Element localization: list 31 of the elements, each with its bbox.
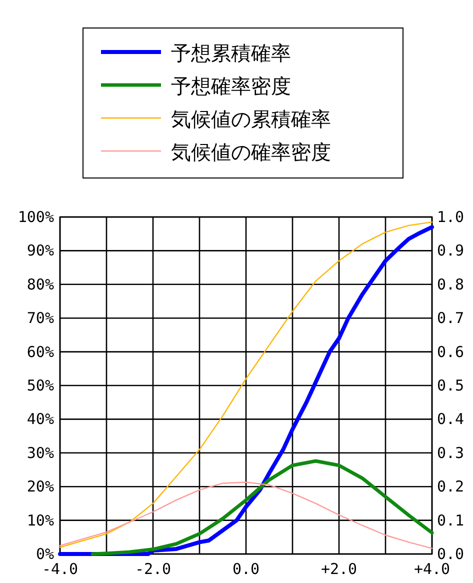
y2-tick-label: 0.7 [437, 309, 464, 328]
y2-tick-label: 0.4 [437, 410, 464, 428]
x-tick-label: 0.0 [232, 560, 260, 578]
y2-tick-label: 0.9 [437, 242, 464, 260]
x-tick-label: -4.0 [42, 560, 78, 578]
y-tick-label: 0% [36, 545, 54, 563]
y-tick-label: 40% [26, 410, 54, 428]
y-tick-label: 30% [26, 444, 54, 462]
y2-tick-label: 0.8 [437, 275, 464, 294]
y-tick-label: 100% [18, 208, 54, 226]
y-tick-label: 70% [26, 309, 54, 328]
y2-tick-label: 0.3 [437, 444, 464, 462]
legend-label: 予想累積確率 [171, 41, 291, 65]
x-tick-label: -2.0 [134, 560, 172, 578]
y-tick-label: 20% [26, 478, 54, 496]
x-tick-label: +2.0 [320, 560, 358, 578]
legend-label: 予想確率密度 [171, 74, 291, 98]
y2-tick-label: 0.2 [437, 478, 464, 496]
y-tick-label: 90% [26, 242, 54, 260]
y2-tick-label: 1.0 [437, 208, 464, 226]
y-tick-label: 10% [26, 511, 54, 530]
y2-tick-label: 0.0 [437, 545, 464, 563]
y2-tick-label: 0.5 [437, 376, 464, 394]
y2-tick-label: 0.1 [437, 511, 464, 530]
y2-tick-label: 0.6 [437, 342, 464, 361]
x-tick-label: +4.0 [414, 560, 450, 578]
legend-label: 気候値の累積確率 [171, 107, 331, 131]
legend-label: 気候値の確率密度 [171, 140, 331, 164]
y-tick-label: 80% [26, 275, 54, 294]
y-tick-label: 50% [26, 376, 54, 394]
y-tick-label: 60% [26, 342, 54, 361]
